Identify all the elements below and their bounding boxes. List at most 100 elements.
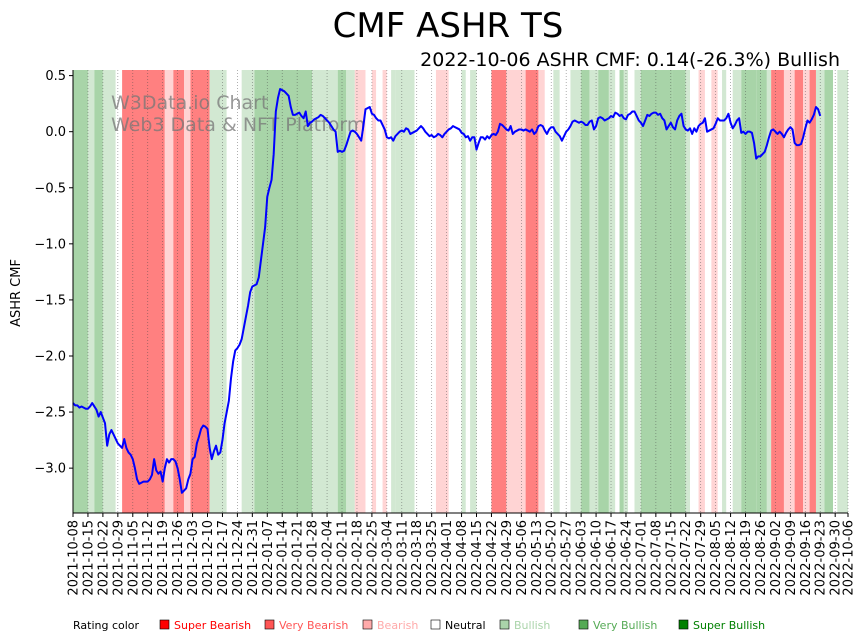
rating-band-bullish bbox=[837, 70, 848, 513]
rating-band-very-bullish bbox=[598, 70, 609, 513]
rating-band-neutral bbox=[431, 70, 436, 513]
x-tick-label: 2021-12-10 bbox=[201, 520, 216, 596]
x-tick-label: 2022-01-21 bbox=[291, 520, 306, 596]
rating-band-very-bullish bbox=[824, 70, 834, 513]
x-tick-label: 2021-12-03 bbox=[186, 520, 201, 596]
rating-band-bullish bbox=[570, 70, 582, 513]
rating-band-very-bullish bbox=[94, 70, 103, 513]
rating-band-very-bullish bbox=[337, 70, 347, 513]
x-tick-label: 2021-12-31 bbox=[246, 520, 261, 596]
rating-band-neutral bbox=[365, 70, 372, 513]
x-tick-label: 2022-08-19 bbox=[739, 520, 754, 596]
x-tick-label: 2022-09-09 bbox=[784, 520, 799, 596]
rating-band-very-bearish bbox=[525, 70, 539, 513]
rating-band-bearish bbox=[538, 70, 545, 513]
x-tick-label: 2021-10-29 bbox=[111, 520, 126, 596]
x-tick-label: 2022-04-29 bbox=[500, 520, 515, 596]
rating-band-very-bearish bbox=[122, 70, 165, 513]
chart-subtitle: 2022-10-06 ASHR CMF: 0.14(-26.3%) Bullis… bbox=[420, 49, 840, 71]
x-tick-label: 2022-04-15 bbox=[470, 520, 485, 596]
rating-band-very-bullish bbox=[73, 70, 88, 513]
x-tick-label: 2022-07-01 bbox=[634, 520, 649, 596]
y-tick-label: −1.5 bbox=[34, 293, 66, 308]
rating-band-neutral bbox=[704, 70, 712, 513]
y-axis-ticks: 0.5 0.0 −0.5 −1.0 −1.5 −2.0 −2.5 −3.0 bbox=[34, 69, 73, 477]
rating-band-bearish bbox=[371, 70, 377, 513]
x-tick-label: 2022-07-08 bbox=[649, 520, 664, 596]
rating-band-bullish bbox=[608, 70, 616, 513]
rating-band-bearish bbox=[164, 70, 174, 513]
rating-band-neutral bbox=[544, 70, 554, 513]
rating-band-bullish bbox=[634, 70, 641, 513]
rating-band-bullish bbox=[461, 70, 466, 513]
x-tick-label: 2022-02-18 bbox=[350, 520, 365, 596]
x-tick-label: 2022-03-18 bbox=[410, 520, 425, 596]
watermark-line-2: Web3 Data & NFT Platform bbox=[111, 114, 365, 136]
watermark-line-1: W3Data.io Chart bbox=[111, 92, 268, 114]
rating-band-bearish bbox=[711, 70, 718, 513]
rating-band-bullish bbox=[553, 70, 560, 513]
cmf-series bbox=[72, 88, 822, 494]
rating-band-very-bullish bbox=[756, 70, 767, 513]
rating-legend: Rating color Super Bearish Very Bearish Bea… bbox=[73, 619, 765, 632]
x-tick-label: 2022-01-07 bbox=[261, 520, 276, 596]
x-tick-label: 2022-02-04 bbox=[321, 520, 336, 596]
rating-band-neutral bbox=[448, 70, 462, 513]
axes bbox=[72, 70, 848, 514]
x-tick-label: 2021-10-08 bbox=[67, 520, 82, 596]
y-tick-label: −1.0 bbox=[34, 237, 66, 252]
legend-label-neutral: Neutral bbox=[445, 619, 486, 632]
rating-band-bullish bbox=[589, 70, 599, 513]
rating-band-bullish bbox=[395, 70, 415, 513]
x-tick-label: 2022-06-03 bbox=[575, 520, 590, 596]
rating-band-bullish bbox=[102, 70, 116, 513]
legend-label-super-bearish: Super Bearish bbox=[174, 619, 251, 632]
rating-band-very-bearish bbox=[809, 70, 816, 513]
rating-band-bullish bbox=[346, 70, 355, 513]
x-tick-label: 2021-10-22 bbox=[96, 520, 111, 596]
x-tick-label: 2022-06-24 bbox=[619, 520, 634, 596]
rating-band-bullish bbox=[209, 70, 227, 513]
x-tick-label: 2022-04-01 bbox=[440, 520, 455, 596]
rating-band-neutral bbox=[465, 70, 471, 513]
rating-band-neutral bbox=[690, 70, 699, 513]
rating-band-bullish bbox=[87, 70, 95, 513]
x-tick-label: 2022-01-28 bbox=[306, 520, 321, 596]
rating-band-very-bearish bbox=[190, 70, 210, 513]
x-tick-label: 2022-09-16 bbox=[799, 520, 814, 596]
rating-band-very-bullish bbox=[672, 70, 686, 513]
rating-band-bullish bbox=[722, 70, 727, 513]
rating-band-bullish bbox=[685, 70, 691, 513]
x-tick-label: 2022-08-12 bbox=[724, 520, 739, 596]
x-tick-label: 2022-07-29 bbox=[694, 520, 709, 596]
rating-band-neutral bbox=[414, 70, 432, 513]
legend-swatch-neutral bbox=[430, 619, 441, 630]
x-tick-label: 2022-09-02 bbox=[769, 520, 784, 596]
series-line-cmf bbox=[72, 88, 822, 494]
y-tick-label: −3.0 bbox=[34, 462, 66, 477]
weekly-gridlines bbox=[72, 70, 849, 513]
rating-band-neutral bbox=[833, 70, 838, 513]
y-tick-label: −2.5 bbox=[34, 406, 66, 421]
rating-band-bullish bbox=[470, 70, 477, 513]
x-tick-label: 2022-01-14 bbox=[276, 520, 291, 596]
rating-band-very-bearish bbox=[491, 70, 507, 513]
legend-label-bullish: Bullish bbox=[514, 619, 550, 632]
legend-label-very-bullish: Very Bullish bbox=[593, 619, 657, 632]
x-tick-label: 2021-11-19 bbox=[156, 520, 171, 596]
x-tick-label: 2022-10-06 bbox=[842, 520, 857, 596]
rating-band-very-bullish bbox=[286, 70, 313, 513]
x-tick-label: 2022-08-26 bbox=[754, 520, 769, 596]
x-tick-label: 2022-06-10 bbox=[590, 520, 605, 596]
x-tick-label: 2022-08-05 bbox=[709, 520, 724, 596]
rating-band-very-bearish bbox=[173, 70, 185, 513]
x-axis-ticks: 2021-10-08 2021-10-15 2021-10-22 2021-10-29… bbox=[67, 513, 857, 596]
watermark: W3Data.io Chart Web3 Data & NFT Platform bbox=[111, 92, 365, 136]
x-tick-label: 2021-11-26 bbox=[171, 520, 186, 596]
rating-band-bearish bbox=[435, 70, 449, 513]
x-tick-label: 2022-03-25 bbox=[425, 520, 440, 596]
x-tick-label: 2022-05-20 bbox=[545, 520, 560, 596]
x-tick-label: 2022-07-15 bbox=[664, 520, 679, 596]
rating-bands bbox=[73, 70, 848, 513]
